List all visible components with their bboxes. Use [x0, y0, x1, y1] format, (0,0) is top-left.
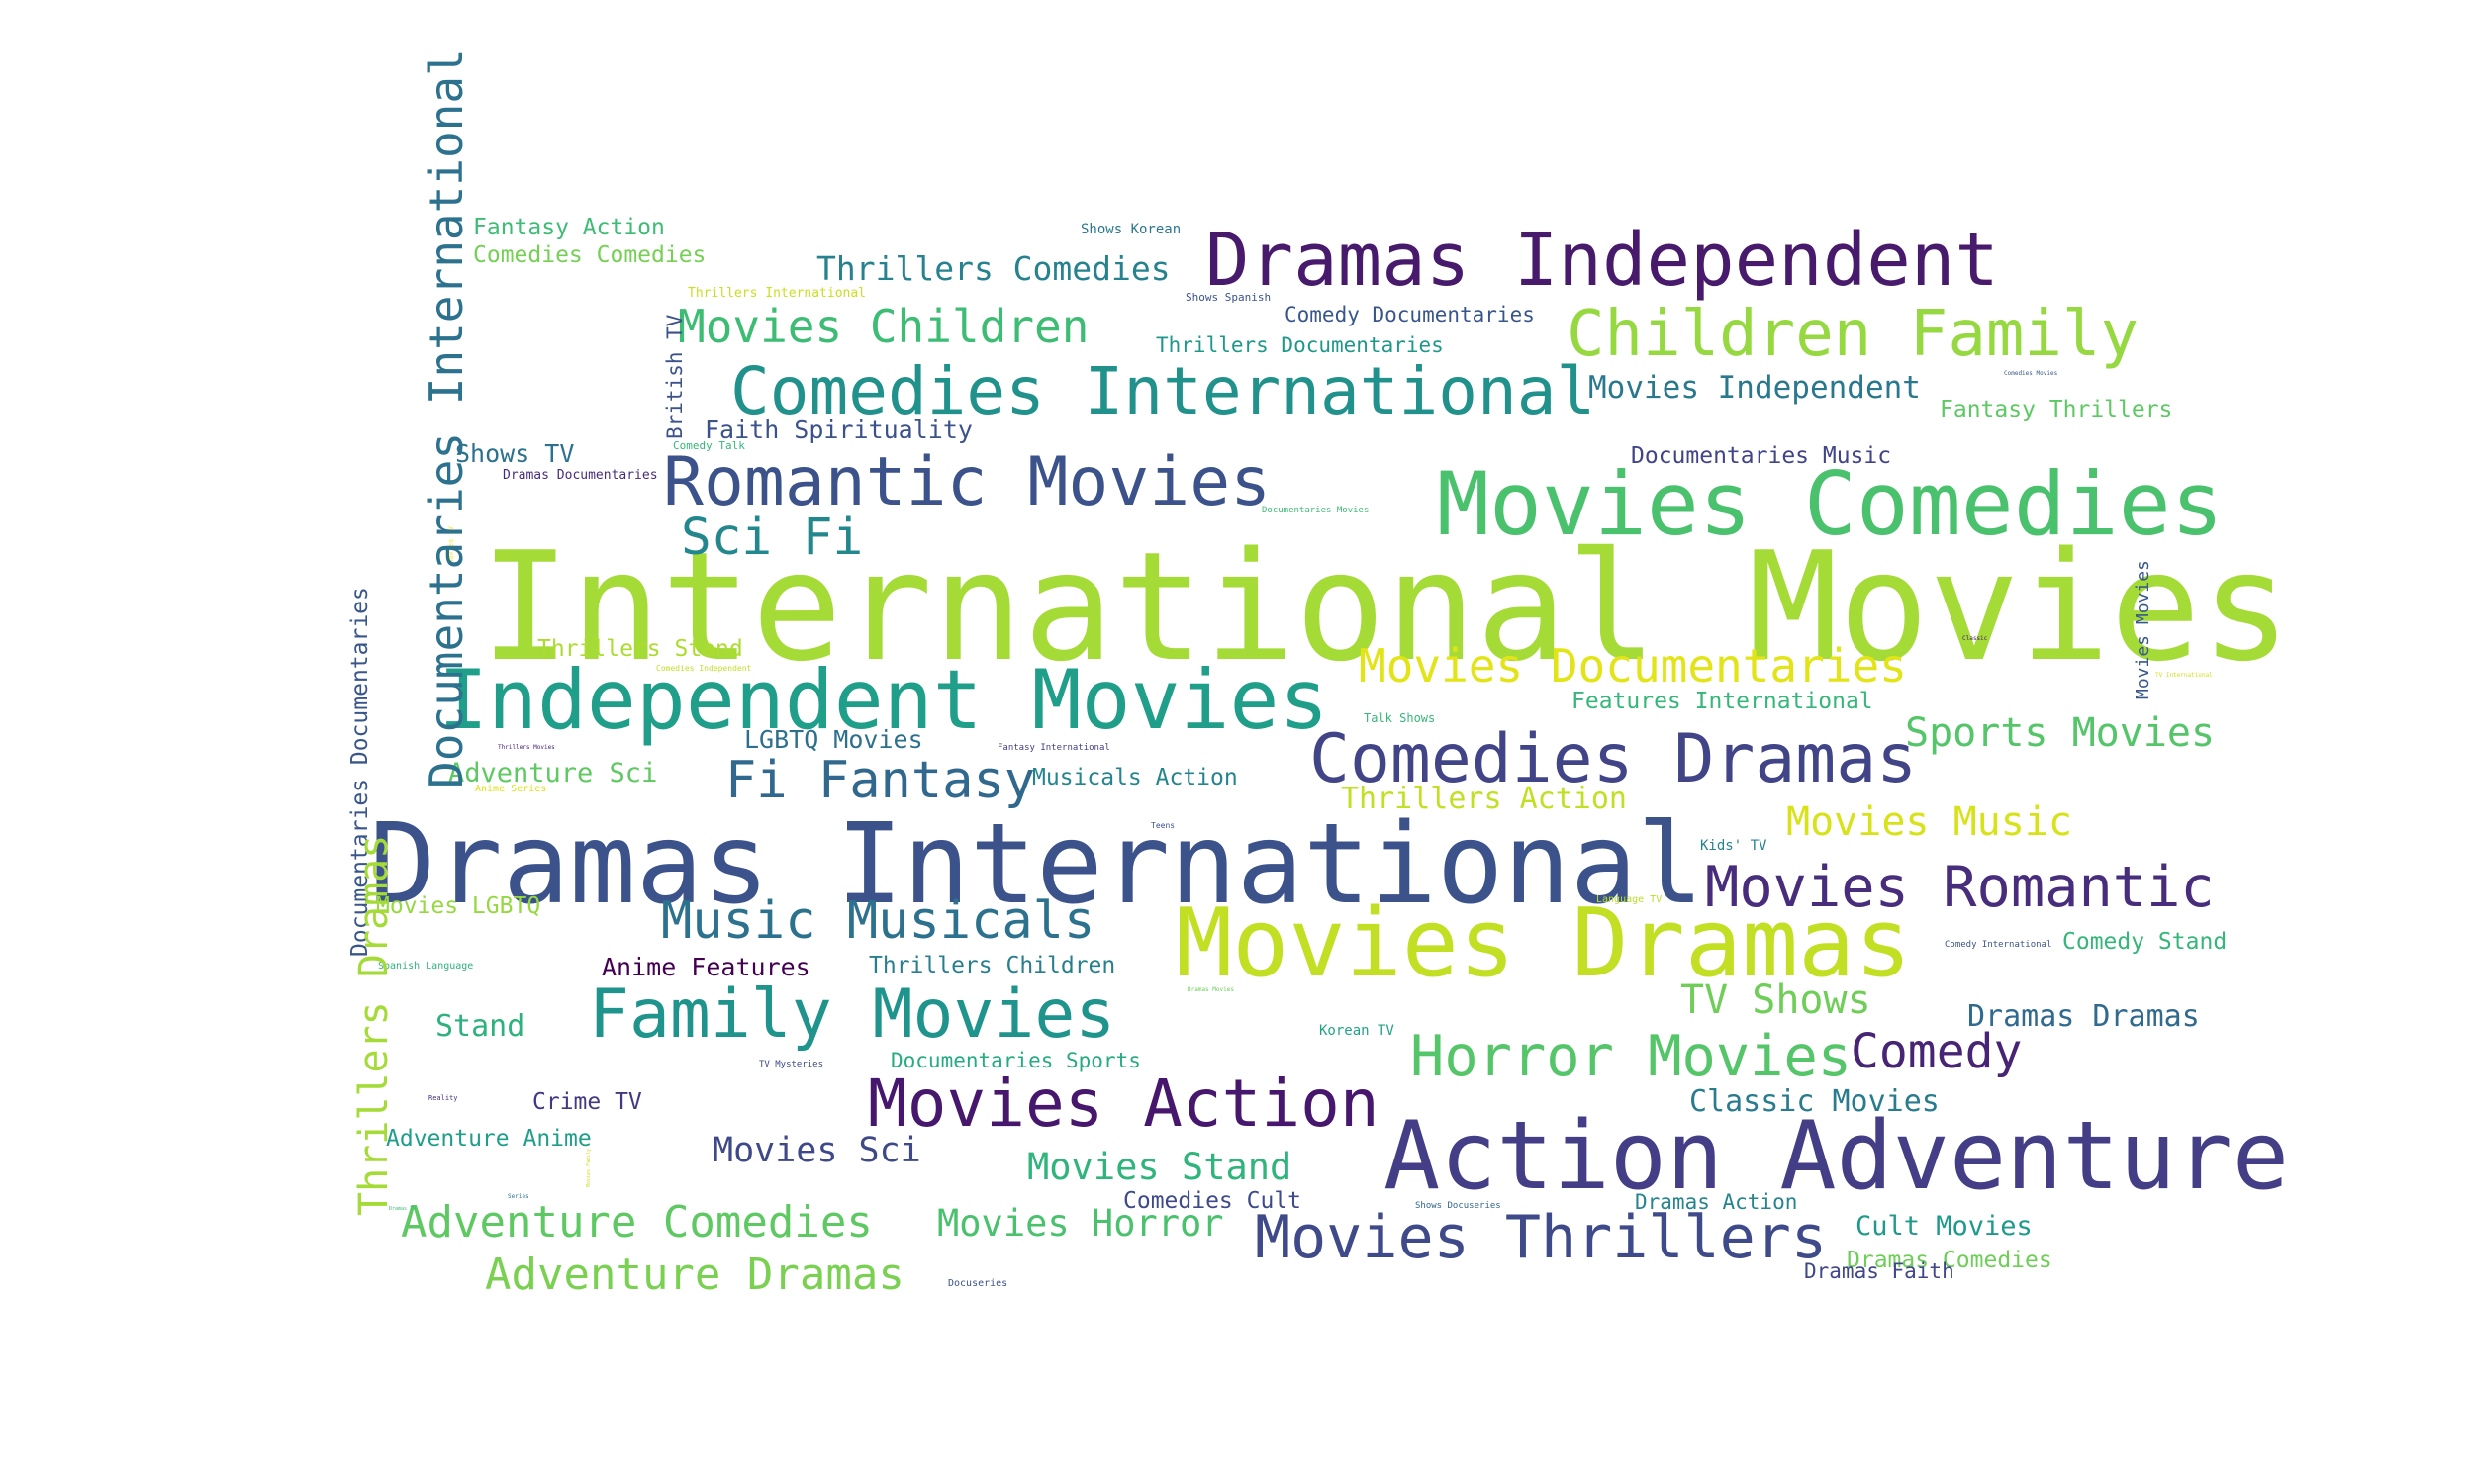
word-adventure-sci: Adventure Sci: [448, 758, 658, 788]
word-dramas-tv: Dramas TV: [389, 1206, 417, 1212]
word-stand: Stand: [435, 1009, 525, 1044]
word-comedy-international: Comedy International: [1945, 940, 2052, 950]
word-adventure-dramas: Adventure Dramas: [485, 1250, 904, 1300]
word-language-tv: Language TV: [1596, 894, 1663, 905]
word-thrillers-movies: Thrillers Movies: [498, 744, 555, 751]
word-documentaries-international: Documentaries International: [420, 48, 473, 788]
word-thrillers-international: Thrillers International: [688, 286, 867, 301]
word-docuseries: Docuseries: [948, 1278, 1008, 1289]
word-lgbtq-movies: LGBTQ Movies: [744, 725, 923, 754]
word-comedy: Comedy: [1851, 1024, 2023, 1079]
word-comedies-comedies: Comedies Comedies: [473, 242, 707, 268]
word-teens: Teens: [1151, 821, 1176, 830]
word-movies-stand: Movies Stand: [1027, 1146, 1292, 1188]
word-fantasy-thrillers: Fantasy Thrillers: [1940, 397, 2173, 422]
word-movies-documentaries: Movies Documentaries: [1359, 639, 1907, 693]
word-international-movies: International Movies: [480, 519, 2292, 695]
word-thrillers-documentaries: Thrillers Documentaries: [1156, 333, 1444, 357]
word-family-movies: Family Movies: [589, 975, 1116, 1054]
word-movies-thrillers: Movies Thrillers: [1255, 1203, 1827, 1272]
word-action-adventure: Action Adventure: [1383, 1102, 2290, 1211]
word-movies-movies: Movies Movies: [2133, 560, 2153, 699]
word-features-international: Features International: [1571, 689, 1873, 714]
word-cult-movies: Cult Movies: [1856, 1211, 2033, 1242]
word-thrillers-dramas: Thrillers Dramas: [351, 834, 397, 1216]
word-dramas-international: Dramas International: [369, 800, 1704, 929]
word-comedies-movies: Comedies Movies: [2004, 370, 2058, 377]
word-movies-independent: Movies Independent: [1588, 370, 1921, 406]
word-spanish-language: Spanish Language: [378, 961, 474, 972]
word-movies-music: Movies Music: [1786, 799, 2072, 845]
word-dramas-comedies: Dramas Comedies: [1847, 1248, 2052, 1273]
word-movies-sci: Movies Sci: [713, 1131, 921, 1170]
word-comedy-stand: Comedy Stand: [2062, 929, 2228, 955]
word-fantasy-action: Fantasy Action: [473, 215, 665, 240]
word-adventure-anime: Adventure Anime: [386, 1126, 592, 1152]
word-classic-movies: Classic Movies: [1689, 1084, 1940, 1119]
word-british-tv: British TV: [663, 314, 687, 439]
word-shows-spanish: Shows Spanish: [1186, 291, 1272, 304]
word-anime-features: Anime Features: [602, 953, 810, 981]
word-dramas-faith: Dramas Faith: [1804, 1259, 1954, 1283]
word-anime-series: Anime Series: [475, 784, 547, 794]
word-shows-korean: Shows Korean: [1081, 222, 1182, 237]
word-thrillers-comedies: Thrillers Comedies: [816, 249, 1171, 288]
word-music-musicals: Music Musicals: [661, 891, 1095, 951]
word-horror-movies: Horror Movies: [1410, 1024, 1853, 1089]
word-movies-horror: Movies Horror: [937, 1202, 1224, 1245]
word-crime-tv: Crime TV: [532, 1089, 642, 1115]
word-talk-shows: Talk Shows: [1364, 711, 1436, 725]
word-tv-shows: TV Shows: [1680, 977, 1871, 1023]
word-dramas-action: Dramas Action: [1635, 1190, 1798, 1214]
word-movies-action: Movies Action: [868, 1066, 1380, 1142]
word-tv-international: TV International: [2155, 672, 2213, 679]
word-classic: Classic: [1962, 635, 1988, 642]
word-comedy-documentaries: Comedy Documentaries: [1285, 303, 1535, 326]
word-movies-dramas: Movies Dramas: [1176, 889, 1912, 998]
word-sci-fi: Sci Fi: [681, 509, 864, 567]
word-shows-tv: Shows TV: [455, 439, 575, 468]
word-shows-docuseries: Shows Docuseries: [1415, 1201, 1501, 1211]
word-thrillers-stand: Thrillers Stand: [537, 636, 743, 662]
word-comedies-international: Comedies International: [730, 353, 1596, 429]
word-documentaries-music: Documentaries Music: [1631, 443, 1892, 469]
word-musicals-action: Musicals Action: [1032, 765, 1238, 790]
word-thrillers-children: Thrillers Children: [869, 953, 1116, 978]
word-reality: Reality: [428, 1094, 458, 1102]
word-kids-tv: Kids' TV: [1700, 838, 1767, 854]
word-thrillers-action: Thrillers Action: [1341, 782, 1627, 816]
word-dramas-documentaries: Dramas Documentaries: [503, 468, 658, 483]
word-children-family: Children Family: [1567, 298, 2139, 371]
word-romantic-movies: Romantic Movies: [663, 443, 1272, 521]
word-comedy-talk: Comedy Talk: [673, 439, 745, 452]
word-fantasy-international: Fantasy International: [998, 743, 1110, 753]
word-series: Series: [508, 1193, 529, 1200]
word-korean-tv: Korean TV: [1319, 1023, 1394, 1039]
word-dramas-independent: Dramas Independent: [1205, 218, 1999, 303]
word-dramas-dramas: Dramas Dramas: [1967, 999, 2200, 1034]
word-dramas-movies: Dramas Movies: [1188, 986, 1234, 993]
word-tv-mysteries: TV Mysteries: [759, 1060, 824, 1069]
word-comedies-dramas: Comedies Dramas: [1309, 720, 1918, 798]
word-documentaries-sports: Documentaries Sports: [891, 1049, 1141, 1072]
word-faith-spirituality: Faith Spirituality: [705, 416, 973, 444]
word-documentaries-movies: Documentaries Movies: [1262, 506, 1370, 515]
word-sports-movies: Sports Movies: [1905, 710, 2216, 756]
word-fi-fantasy: Fi Fantasy: [725, 751, 1036, 810]
word-movies-family: Movies Family: [586, 1148, 592, 1187]
word-movies-children: Movies Children: [678, 300, 1090, 353]
word-movies-romantic: Movies Romantic: [1705, 855, 2215, 920]
word-comedies-independent: Comedies Independent: [656, 664, 752, 673]
word-comedies-cult: Comedies Cult: [1123, 1188, 1302, 1214]
word-movies-comedies: Movies Comedies: [1437, 453, 2224, 555]
word-movies-lgbtq: Movies LGBTQ: [376, 893, 541, 919]
word-adventure-comedies: Adventure Comedies: [401, 1197, 873, 1248]
word-independent-movies: Independent Movies: [438, 652, 1329, 748]
